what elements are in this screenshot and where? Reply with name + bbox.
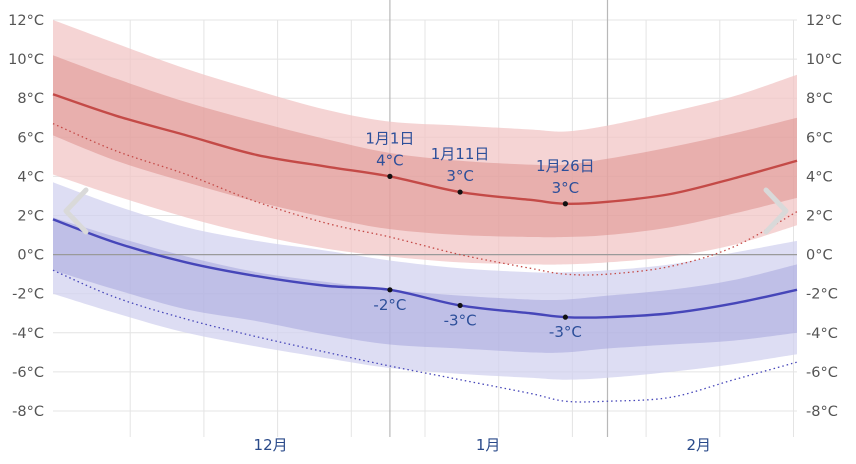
high-min-dotted-line <box>52 123 798 276</box>
annotation-point <box>562 201 568 207</box>
low-band-inner <box>53 217 797 353</box>
low-min-dotted-line <box>52 269 798 403</box>
y-tick-label-right: -6°C <box>806 365 838 381</box>
annotation-value-label: -3°C <box>549 323 582 341</box>
y-tick-label-right: -8°C <box>806 404 838 420</box>
annotation-point <box>387 173 393 179</box>
annotation-value-label: 3°C <box>552 179 580 197</box>
annotation-point <box>457 302 463 309</box>
y-tick-label-left: -8°C <box>12 404 44 420</box>
annotation-date-label: 1月11日 <box>431 145 490 163</box>
chevron-right-icon <box>763 187 789 235</box>
annotation-point <box>387 287 393 293</box>
annotation-value-label: -3°C <box>444 311 477 329</box>
annotation-value-label: 4°C <box>376 151 404 169</box>
y-tick-label-left: 8°C <box>17 91 44 107</box>
y-tick-label-right: 10°C <box>806 52 842 68</box>
high-band-inner <box>53 55 797 238</box>
x-month-label: 1月 <box>476 436 501 454</box>
y-tick-label-right: 6°C <box>806 130 833 146</box>
annotation-point <box>562 314 568 320</box>
y-tick-label-right: 2°C <box>806 209 833 225</box>
annotations: 1月1日 4°C 1月11日 3°C 1月26日 3°C -2°C -3°C -3°C <box>365 129 594 341</box>
x-month-label: 2月 <box>686 436 711 454</box>
annotation-value-label: -2°C <box>373 296 406 314</box>
annotation-point <box>457 189 463 195</box>
y-tick-label-right: -4°C <box>806 326 838 342</box>
annotation-date-label: 1月1日 <box>365 129 414 147</box>
y-tick-label-left: 2°C <box>17 209 44 225</box>
y-tick-label-left: 10°C <box>8 52 44 68</box>
low-avg-line <box>52 218 798 319</box>
y-tick-label-right: 0°C <box>806 248 833 264</box>
y-tick-label-right: 4°C <box>806 169 833 185</box>
bands <box>53 20 797 380</box>
y-tick-label-left: -4°C <box>12 326 44 342</box>
annotation-value-label: 3°C <box>446 167 474 185</box>
next-arrow-button[interactable] <box>763 187 789 235</box>
chevron-left-icon <box>63 187 89 235</box>
y-tick-label-left: -6°C <box>12 365 44 381</box>
y-axis-left: 12°C 10°C 8°C 6°C 4°C 2°C 0°C -2°C -4°C -6°C -8°C <box>8 13 44 420</box>
y-tick-label-right: -2°C <box>806 287 838 303</box>
y-tick-label-left: 0°C <box>17 248 44 264</box>
prev-arrow-button[interactable] <box>63 187 89 235</box>
x-axis: 12月 1月 2月 <box>254 436 711 454</box>
x-month-label: 12月 <box>254 436 288 454</box>
y-axis-right: 12°C 10°C 8°C 6°C 4°C 2°C 0°C -2°C -4°C -6°C -8°C <box>806 13 842 420</box>
y-tick-label-right: 12°C <box>806 13 842 29</box>
annotation-date-label: 1月26日 <box>536 157 595 175</box>
y-tick-label-left: 6°C <box>17 130 44 146</box>
y-tick-label-left: -2°C <box>12 287 44 303</box>
y-tick-label-left: 4°C <box>17 169 44 185</box>
y-tick-label-right: 8°C <box>806 91 833 107</box>
y-tick-label-left: 12°C <box>8 13 44 29</box>
